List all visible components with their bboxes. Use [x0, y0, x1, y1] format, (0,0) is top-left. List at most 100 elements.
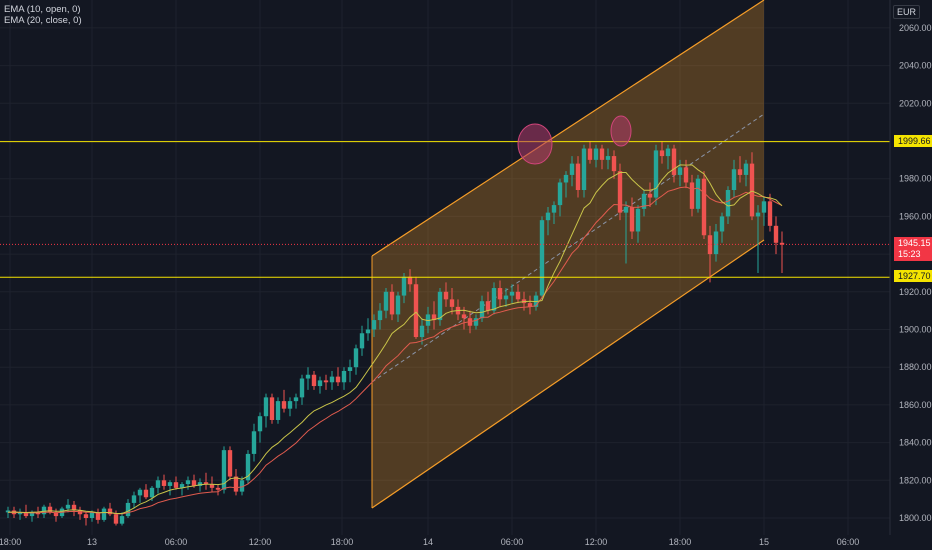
- candle-body: [77, 510, 83, 515]
- top-highlight-ellipse-2[interactable]: [610, 115, 632, 147]
- price-axis[interactable]: 2060.002040.002020.002000.001980.001960.…: [889, 0, 932, 535]
- candle-body: [611, 156, 617, 172]
- candle-body: [395, 295, 401, 315]
- price-tick-label: 1820.00: [899, 475, 932, 485]
- candle-body: [377, 310, 383, 321]
- candle-body: [683, 167, 689, 183]
- candle-body: [353, 348, 359, 368]
- price-tick-label: 1920.00: [899, 287, 932, 297]
- candle-body: [83, 514, 89, 518]
- candle-body: [575, 163, 581, 191]
- candle-body: [101, 508, 107, 520]
- candle-body: [617, 171, 623, 213]
- time-tick-label: 18:00: [331, 537, 354, 547]
- candle-body: [767, 201, 773, 226]
- price-tick-label: 2020.00: [899, 98, 932, 108]
- candles: [5, 141, 785, 526]
- candle-body: [515, 291, 521, 300]
- candle-body: [629, 206, 635, 232]
- candle-body: [707, 235, 713, 255]
- candle-body: [635, 208, 641, 232]
- time-axis[interactable]: 18:00 13 06:00 12:00 18:00 14 06:00 12:00 18:00 1…: [0, 537, 859, 547]
- candle-body: [65, 504, 71, 509]
- candle-body: [257, 416, 263, 432]
- currency-label[interactable]: EUR: [892, 5, 920, 19]
- candle-body: [503, 295, 509, 300]
- candle-body: [755, 212, 761, 217]
- candle-body: [731, 169, 737, 191]
- candle-body: [53, 512, 59, 517]
- candle-body: [653, 150, 659, 198]
- candle-body: [641, 193, 647, 209]
- price-tick-label: 1800.00: [899, 513, 932, 523]
- candle-body: [671, 148, 677, 175]
- channel-lower-line[interactable]: [371, 239, 765, 509]
- time-tick-label: 15: [759, 537, 769, 547]
- top-highlight-ellipse-1[interactable]: [517, 123, 553, 165]
- candle-body: [623, 206, 629, 213]
- candle-body: [689, 182, 695, 209]
- candle-body: [143, 489, 149, 498]
- last-price-value: 1945.15: [898, 238, 931, 248]
- candle-body: [239, 480, 245, 492]
- time-tick-label: 06:00: [165, 537, 188, 547]
- candle-body: [293, 397, 299, 402]
- indicator-legend: EMA (10, open, 0) EMA (20, close, 0): [4, 4, 82, 26]
- candle-body: [17, 512, 23, 515]
- candle-body: [701, 178, 707, 236]
- candle-body: [497, 288, 503, 300]
- channel-fill: [372, 0, 764, 508]
- time-tick-label: 18:00: [669, 537, 692, 547]
- channel-upper-line[interactable]: [371, 0, 765, 257]
- candle-body: [221, 450, 227, 490]
- candle-body: [659, 150, 665, 157]
- time-tick-label: 06:00: [837, 537, 860, 547]
- candle-body: [407, 276, 413, 285]
- candle-body: [527, 303, 533, 307]
- candle-body: [119, 516, 125, 524]
- time-tick-label: 12:00: [585, 537, 608, 547]
- last-price-tag: 1945.15 15:23: [894, 237, 932, 261]
- candle-body: [269, 397, 275, 420]
- candle-body: [125, 502, 131, 517]
- legend-ema10[interactable]: EMA (10, open, 0): [4, 4, 81, 15]
- legend-ema20[interactable]: EMA (20, close, 0): [4, 15, 82, 26]
- price-tick-label: 2060.00: [899, 23, 932, 33]
- bar-countdown: 15:23: [898, 249, 921, 259]
- channel-median-line[interactable]: [371, 113, 765, 383]
- ema-lines: [7, 164, 783, 515]
- candle-body: [593, 148, 599, 160]
- candle-body: [743, 163, 749, 175]
- candle-body: [161, 480, 167, 486]
- price-tick-label: 2040.00: [899, 61, 932, 71]
- ema20-line: [7, 186, 783, 515]
- candle-body: [491, 288, 497, 311]
- price-tick-label: 1900.00: [899, 325, 932, 335]
- candle-body: [461, 314, 467, 319]
- candle-body: [251, 431, 257, 454]
- parallel-channel[interactable]: [371, 0, 765, 509]
- horizontal-lines[interactable]: [0, 141, 890, 278]
- candle-body: [779, 242, 785, 245]
- candle-body: [389, 291, 395, 315]
- candle-body: [137, 489, 143, 496]
- candle-body: [449, 299, 455, 307]
- price-tick-label: 1980.00: [899, 174, 932, 184]
- candle-body: [155, 480, 161, 488]
- highlight-ellipses[interactable]: [517, 115, 632, 165]
- price-tick-label: 1860.00: [899, 400, 932, 410]
- candle-body: [173, 482, 179, 488]
- candle-body: [665, 148, 671, 157]
- candle-body: [209, 484, 215, 488]
- candle-body: [287, 401, 293, 409]
- candle-body: [365, 329, 371, 334]
- candle-body: [197, 482, 203, 486]
- candle-body: [605, 156, 611, 160]
- grid: [0, 0, 890, 535]
- candle-body: [749, 163, 755, 217]
- candle-body: [167, 482, 173, 486]
- candle-body: [179, 484, 185, 488]
- candle-body: [299, 378, 305, 398]
